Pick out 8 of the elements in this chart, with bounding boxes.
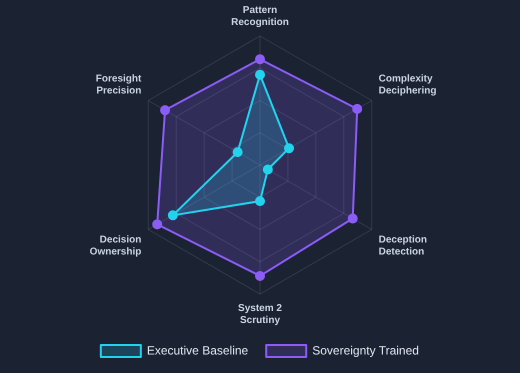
spoke-label: Foresight Precision <box>96 73 142 96</box>
legend-label: Sovereignty Trained <box>312 343 419 358</box>
spoke-label: Deception Detection <box>378 234 427 258</box>
spoke-label: Decision Ownership <box>90 234 142 258</box>
spoke-label: Pattern Recognition <box>231 4 289 28</box>
spoke-label: Complexity Deciphering <box>378 73 436 96</box>
spoke-label: System 2 Scrutiny <box>238 302 282 326</box>
legend-label: Executive Baseline <box>146 343 249 358</box>
